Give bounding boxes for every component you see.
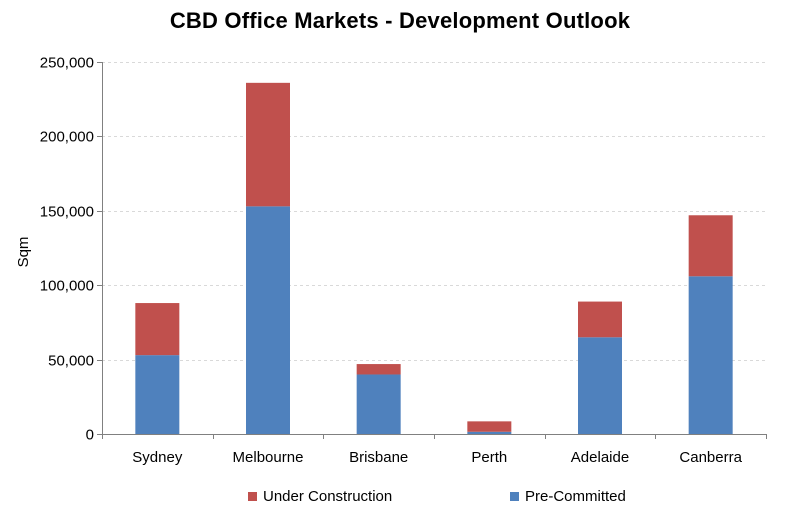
legend-item-pre-committed: Pre-Committed <box>510 488 626 505</box>
y-tick-label: 50,000 <box>48 353 94 370</box>
bar-under-construction-canberra <box>688 215 733 277</box>
x-tick-label: Melbourne <box>233 449 304 466</box>
bar-under-construction-perth <box>467 421 512 432</box>
legend-label-pre-committed: Pre-Committed <box>525 488 626 505</box>
x-tick-label: Sydney <box>132 449 183 466</box>
y-tick-label: 100,000 <box>40 278 94 295</box>
x-tick-label: Adelaide <box>571 449 629 466</box>
bar-pre-committed-canberra <box>688 276 733 434</box>
legend-swatch-pre-committed <box>510 492 519 501</box>
legend-swatch-under-construction <box>248 492 257 501</box>
bar-pre-committed-adelaide <box>578 337 622 434</box>
x-tick-label: Perth <box>471 449 507 466</box>
y-tick-label: 0 <box>86 427 94 444</box>
bar-pre-committed-brisbane <box>356 374 401 434</box>
legend: Under Construction Pre-Committed <box>0 488 800 510</box>
bar-under-construction-brisbane <box>356 364 401 375</box>
bar-pre-committed-melbourne <box>246 206 290 434</box>
x-tick-label: Canberra <box>679 449 742 466</box>
x-tick-label: Brisbane <box>349 449 408 466</box>
y-tick-label: 250,000 <box>40 55 94 72</box>
y-tick-label: 150,000 <box>40 204 94 221</box>
bar-under-construction-melbourne <box>246 82 290 207</box>
y-tick-label: 200,000 <box>40 129 94 146</box>
legend-item-under-construction: Under Construction <box>248 488 392 505</box>
bar-under-construction-sydney <box>135 303 180 356</box>
bar-pre-committed-perth <box>467 431 512 434</box>
bar-under-construction-adelaide <box>578 301 622 338</box>
legend-label-under-construction: Under Construction <box>263 488 393 505</box>
bar-pre-committed-sydney <box>135 355 180 434</box>
chart-title: CBD Office Markets - Development Outlook <box>169 8 631 33</box>
